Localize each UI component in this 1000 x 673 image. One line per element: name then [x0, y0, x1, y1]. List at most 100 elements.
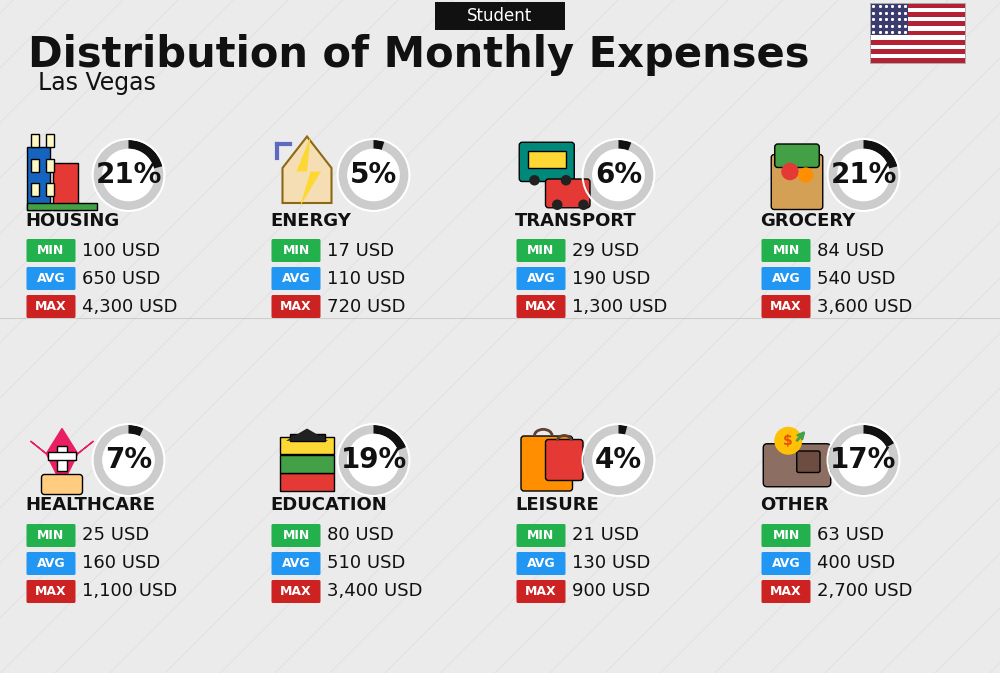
FancyBboxPatch shape	[272, 580, 320, 603]
FancyBboxPatch shape	[30, 159, 39, 172]
FancyBboxPatch shape	[272, 267, 320, 290]
Polygon shape	[283, 137, 332, 203]
FancyBboxPatch shape	[516, 267, 566, 290]
FancyBboxPatch shape	[516, 552, 566, 575]
FancyBboxPatch shape	[870, 26, 965, 31]
FancyBboxPatch shape	[762, 267, 810, 290]
Circle shape	[561, 175, 571, 186]
FancyBboxPatch shape	[870, 44, 965, 49]
FancyBboxPatch shape	[762, 524, 810, 547]
Circle shape	[347, 149, 400, 201]
Wedge shape	[584, 425, 654, 495]
FancyBboxPatch shape	[57, 446, 67, 470]
Text: TRANSPORT: TRANSPORT	[515, 211, 637, 229]
Text: MIN: MIN	[527, 529, 555, 542]
Text: 80 USD: 80 USD	[327, 526, 394, 544]
FancyBboxPatch shape	[48, 452, 76, 460]
FancyBboxPatch shape	[272, 552, 320, 575]
Text: 1,100 USD: 1,100 USD	[82, 583, 177, 600]
FancyBboxPatch shape	[516, 295, 566, 318]
Circle shape	[529, 175, 540, 186]
Text: 17 USD: 17 USD	[327, 242, 394, 260]
Text: 29 USD: 29 USD	[572, 242, 639, 260]
FancyBboxPatch shape	[27, 147, 50, 210]
Circle shape	[774, 427, 802, 455]
Text: LEISURE: LEISURE	[515, 497, 599, 514]
Polygon shape	[296, 137, 321, 207]
Text: 650 USD: 650 USD	[82, 269, 160, 287]
Text: 7%: 7%	[105, 446, 152, 474]
Text: AVG: AVG	[527, 272, 555, 285]
Circle shape	[781, 163, 799, 180]
Text: AVG: AVG	[527, 557, 555, 570]
Text: Distribution of Monthly Expenses: Distribution of Monthly Expenses	[28, 34, 810, 76]
FancyBboxPatch shape	[763, 444, 831, 487]
Wedge shape	[826, 423, 900, 497]
FancyBboxPatch shape	[516, 580, 566, 603]
FancyBboxPatch shape	[546, 439, 583, 481]
FancyBboxPatch shape	[762, 239, 810, 262]
Text: 21 USD: 21 USD	[572, 526, 639, 544]
FancyBboxPatch shape	[280, 437, 334, 454]
Text: MIN: MIN	[527, 244, 555, 257]
Text: MIN: MIN	[37, 244, 65, 257]
FancyBboxPatch shape	[42, 474, 82, 495]
Wedge shape	[374, 425, 406, 450]
FancyBboxPatch shape	[870, 7, 965, 12]
Text: MAX: MAX	[770, 585, 802, 598]
Wedge shape	[128, 140, 162, 168]
FancyBboxPatch shape	[775, 144, 819, 168]
Wedge shape	[584, 140, 654, 210]
FancyBboxPatch shape	[26, 524, 76, 547]
Text: MAX: MAX	[35, 300, 67, 313]
Text: 25 USD: 25 USD	[82, 526, 149, 544]
FancyBboxPatch shape	[762, 552, 810, 575]
FancyBboxPatch shape	[797, 451, 820, 472]
Circle shape	[552, 199, 562, 210]
Text: 84 USD: 84 USD	[817, 242, 884, 260]
Text: AVG: AVG	[37, 557, 65, 570]
Text: 19%: 19%	[340, 446, 407, 474]
FancyBboxPatch shape	[26, 267, 76, 290]
Text: GROCERY: GROCERY	[760, 211, 855, 229]
Text: 190 USD: 190 USD	[572, 269, 650, 287]
Wedge shape	[828, 140, 898, 210]
FancyBboxPatch shape	[272, 295, 320, 318]
Wedge shape	[94, 425, 164, 495]
Wedge shape	[338, 140, 409, 210]
FancyBboxPatch shape	[280, 473, 334, 491]
FancyBboxPatch shape	[870, 59, 965, 63]
Wedge shape	[582, 423, 656, 497]
Circle shape	[592, 149, 645, 201]
Text: AVG: AVG	[772, 557, 800, 570]
Text: 160 USD: 160 USD	[82, 555, 160, 573]
Wedge shape	[94, 140, 164, 210]
Wedge shape	[864, 425, 894, 448]
Text: 2,700 USD: 2,700 USD	[817, 583, 912, 600]
Circle shape	[578, 199, 589, 210]
Text: AVG: AVG	[37, 272, 65, 285]
FancyBboxPatch shape	[26, 580, 76, 603]
Wedge shape	[336, 138, 411, 212]
Text: MAX: MAX	[525, 300, 557, 313]
Text: HOUSING: HOUSING	[25, 211, 119, 229]
Text: Student: Student	[467, 7, 533, 25]
Wedge shape	[618, 140, 631, 151]
Text: 540 USD: 540 USD	[817, 269, 896, 287]
Text: 3,600 USD: 3,600 USD	[817, 297, 912, 316]
Polygon shape	[30, 429, 94, 485]
Text: 100 USD: 100 USD	[82, 242, 160, 260]
FancyBboxPatch shape	[521, 436, 572, 491]
Wedge shape	[338, 425, 409, 495]
Text: MAX: MAX	[770, 300, 802, 313]
FancyBboxPatch shape	[27, 203, 97, 210]
FancyBboxPatch shape	[53, 163, 78, 210]
FancyBboxPatch shape	[870, 12, 965, 17]
Text: 63 USD: 63 USD	[817, 526, 884, 544]
Text: MIN: MIN	[37, 529, 65, 542]
Text: 21%: 21%	[830, 161, 897, 189]
Text: 4%: 4%	[595, 446, 642, 474]
Circle shape	[798, 168, 813, 182]
Polygon shape	[286, 429, 328, 441]
Wedge shape	[864, 140, 897, 168]
